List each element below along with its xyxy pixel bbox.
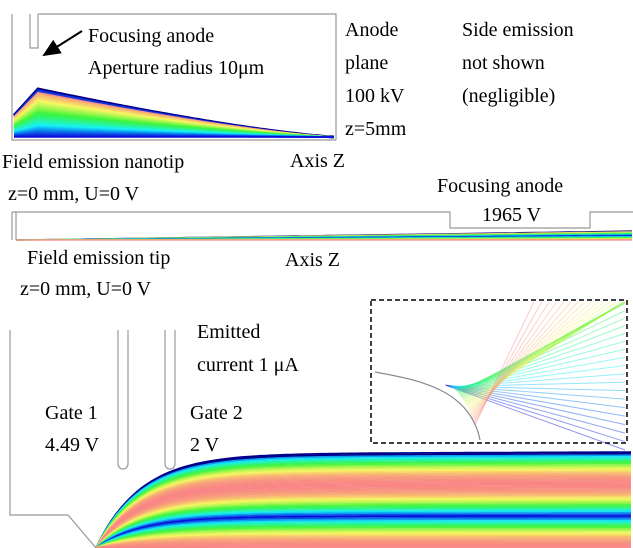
label: not shown [462,52,545,74]
label: Gate 1 [45,402,98,424]
label: Field emission nanotip [2,151,184,173]
label: Axis Z [285,249,340,271]
label: 1965 V [482,204,542,226]
label: 2 V [190,434,220,456]
label: Anode [345,19,398,41]
label: Aperture radius 10μm [88,57,265,79]
label: plane [345,52,388,74]
label: Focusing anode [88,25,214,47]
arrow [44,31,82,55]
label: z=5mm [345,118,407,140]
label: 100 kV [345,85,405,107]
label: Emitted [197,321,260,343]
label: Focusing anode [437,175,563,197]
label: Axis Z [290,150,345,172]
label: Side emission [462,19,574,41]
label: current 1 μA [197,354,299,376]
label: z=0 mm, U=0 V [8,183,140,205]
label: Gate 2 [190,402,243,424]
figure: Focusing anode Aperture radius 10μm Anod… [0,0,633,548]
label: (negligible) [462,85,555,107]
label: z=0 mm, U=0 V [20,278,152,300]
label: Field emission tip [27,247,170,269]
label: 4.49 V [45,434,100,456]
